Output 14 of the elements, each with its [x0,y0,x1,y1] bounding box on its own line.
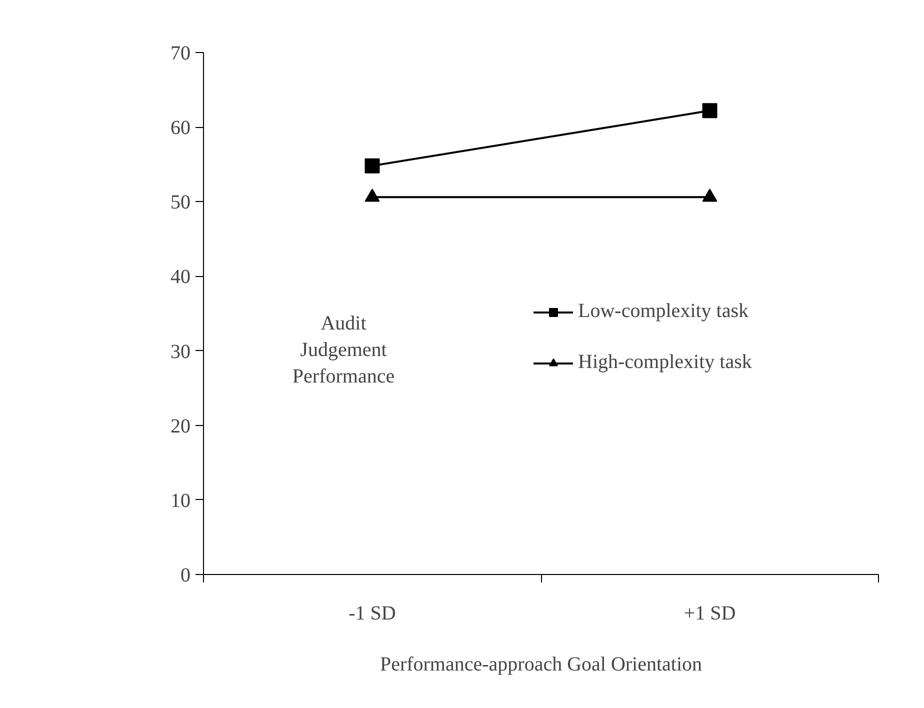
y-axis-title: Audit Judgement Performance [292,312,395,388]
y-tick-label: 30 [170,340,190,363]
x-tick-label: -1 SD [348,602,396,624]
y-tick-label: 20 [170,415,190,438]
y-tick-label: 40 [170,266,190,288]
legend-label: High-complexity task [578,351,752,374]
x-axis-title: Performance-approach Goal Orientation [380,654,702,676]
y-tick-label: 0 [180,564,190,586]
y-tick-label: 60 [170,117,190,140]
x-tick-label: +1 SD [684,602,736,624]
y-tick-label: 10 [170,490,190,512]
y-tick-label: 70 [170,42,190,64]
legend-label: Low-complexity task [578,300,749,323]
y-tick-label: 50 [170,192,190,214]
